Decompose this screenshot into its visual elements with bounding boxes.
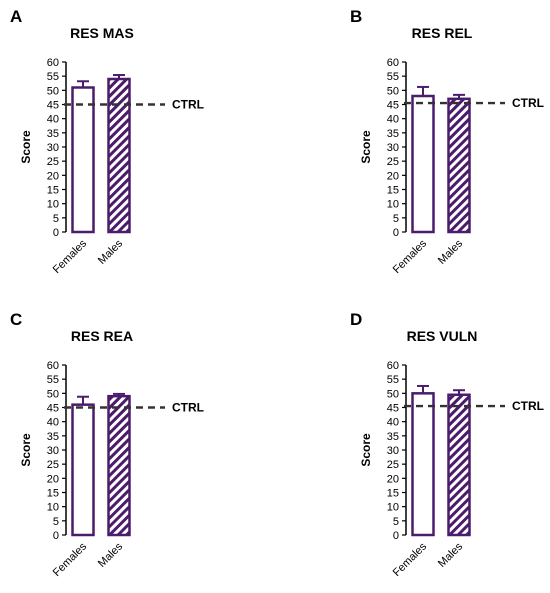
y-tick-label: 60 <box>47 360 59 372</box>
y-tick-label: 50 <box>387 388 399 400</box>
bar-males <box>107 394 131 537</box>
y-tick-label: 25 <box>47 156 59 168</box>
y-tick-label: 60 <box>387 360 399 372</box>
bar-females <box>71 403 95 537</box>
y-tick-label: 40 <box>387 417 399 429</box>
y-tick-label: 40 <box>387 114 399 126</box>
y-tick-label: 25 <box>387 156 399 168</box>
x-tick-label: Females <box>391 237 430 276</box>
panel-letter: C <box>10 310 22 329</box>
y-tick-label: 15 <box>47 488 59 500</box>
y-axis-label: Score <box>19 433 33 467</box>
panel-c: C RES REA Score 0 5 10 15 20 25 30 35 40 45 50 55 60 Fem… <box>10 310 204 579</box>
y-axis-label: Score <box>19 130 33 164</box>
chart-title: RES VULN <box>407 328 478 344</box>
y-axis-label: Score <box>359 433 373 467</box>
y-tick-label: 30 <box>387 142 399 154</box>
bar-males <box>447 97 471 234</box>
y-tick-label: 20 <box>47 170 59 182</box>
y-tick-label: 30 <box>387 445 399 457</box>
y-tick-label: 10 <box>387 502 399 514</box>
y-tick-label: 15 <box>47 185 59 197</box>
y-tick-label: 45 <box>47 100 59 112</box>
reference-line-label: CTRL <box>172 401 204 415</box>
y-tick-label: 10 <box>387 199 399 211</box>
y-tick-label: 20 <box>47 473 59 485</box>
panel-letter: D <box>350 310 362 329</box>
y-tick-label: 45 <box>387 403 399 415</box>
y-tick-label: 55 <box>47 374 59 386</box>
x-tick-label: Females <box>391 540 430 579</box>
y-tick-label: 20 <box>387 170 399 182</box>
chart-title: RES REA <box>71 328 133 344</box>
y-tick-label: 25 <box>47 459 59 471</box>
y-tick-label: 0 <box>393 530 399 542</box>
bar-males <box>447 393 471 537</box>
y-axis-label: Score <box>359 130 373 164</box>
y-tick-label: 45 <box>47 403 59 415</box>
bar-males <box>107 77 131 234</box>
chart-title: RES REL <box>412 25 473 41</box>
panel-letter: A <box>10 7 22 26</box>
x-tick-label: Males <box>96 237 126 267</box>
y-tick-label: 5 <box>393 213 399 225</box>
y-tick-label: 25 <box>387 459 399 471</box>
y-tick-label: 60 <box>387 57 399 69</box>
y-tick-label: 35 <box>47 431 59 443</box>
panel-a: A RES MAS Score 0 5 10 15 20 25 30 35 40 45 50 55 60 Fem… <box>10 7 204 276</box>
y-tick-label: 35 <box>387 431 399 443</box>
y-tick-label: 5 <box>53 213 59 225</box>
y-tick-label: 60 <box>47 57 59 69</box>
bar-females <box>71 86 95 234</box>
y-tick-label: 40 <box>47 417 59 429</box>
y-tick-label: 10 <box>47 199 59 211</box>
x-tick-label: Males <box>436 237 466 267</box>
panel-b: B RES REL Score 0 5 10 15 20 25 30 35 40 45 50 55 60 Fem… <box>350 7 544 276</box>
y-tick-label: 0 <box>393 227 399 239</box>
bar-females <box>411 94 435 234</box>
y-tick-label: 15 <box>387 488 399 500</box>
y-tick-label: 15 <box>387 185 399 197</box>
reference-line-label: CTRL <box>512 399 544 413</box>
y-tick-label: 55 <box>47 71 59 83</box>
y-tick-label: 50 <box>47 388 59 400</box>
panel-letter: B <box>350 7 362 26</box>
y-tick-label: 0 <box>53 530 59 542</box>
x-tick-label: Females <box>51 540 90 579</box>
y-tick-label: 50 <box>47 85 59 97</box>
bar-females <box>411 392 435 537</box>
y-tick-label: 35 <box>47 128 59 140</box>
reference-line-label: CTRL <box>512 96 544 110</box>
x-tick-label: Males <box>96 540 126 570</box>
x-tick-label: Males <box>436 540 466 570</box>
y-tick-label: 30 <box>47 445 59 457</box>
chart-title: RES MAS <box>70 25 134 41</box>
y-tick-label: 5 <box>53 516 59 528</box>
y-tick-label: 55 <box>387 374 399 386</box>
reference-line-label: CTRL <box>172 98 204 112</box>
panel-d: D RES VULN Score 0 5 10 15 20 25 30 35 40 45 50 55 60 Fe… <box>350 310 544 579</box>
y-tick-label: 10 <box>47 502 59 514</box>
y-tick-label: 5 <box>393 516 399 528</box>
y-tick-label: 40 <box>47 114 59 126</box>
y-tick-label: 35 <box>387 128 399 140</box>
y-tick-label: 50 <box>387 85 399 97</box>
x-tick-label: Females <box>51 237 90 276</box>
y-tick-label: 55 <box>387 71 399 83</box>
y-tick-label: 0 <box>53 227 59 239</box>
y-tick-label: 20 <box>387 473 399 485</box>
y-tick-label: 30 <box>47 142 59 154</box>
y-tick-label: 45 <box>387 100 399 112</box>
